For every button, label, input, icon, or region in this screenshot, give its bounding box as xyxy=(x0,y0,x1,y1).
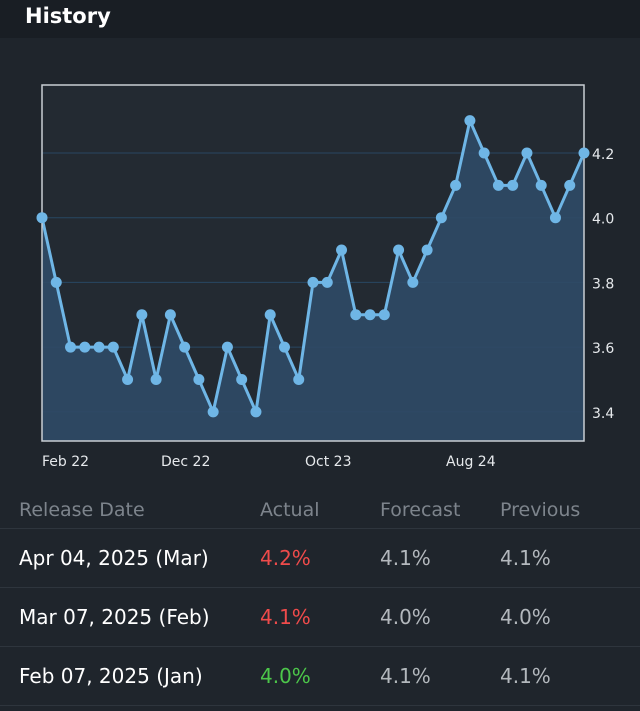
data-point xyxy=(549,212,561,224)
table-row[interactable]: Mar 07, 2025 (Feb) 4.1% 4.0% 4.0% xyxy=(0,588,640,647)
actual-cell: 4.0% xyxy=(260,664,311,688)
y-tick-label: 3.8 xyxy=(592,276,614,292)
forecast-cell: 4.0% xyxy=(380,605,431,629)
release-date-cell: Mar 07, 2025 (Feb) xyxy=(19,605,210,629)
x-tick-label: Feb 22 xyxy=(42,454,89,470)
section-title: History xyxy=(25,4,111,28)
data-point xyxy=(293,374,305,386)
header-release-date: Release Date xyxy=(19,499,145,521)
table-row[interactable]: Apr 04, 2025 (Mar) 4.2% 4.1% 4.1% xyxy=(0,529,640,588)
data-point xyxy=(50,276,62,288)
y-tick-label: 4.2 xyxy=(592,147,614,163)
data-point xyxy=(136,309,148,321)
data-point xyxy=(207,406,219,418)
data-point xyxy=(236,374,248,386)
data-point xyxy=(164,309,176,321)
x-tick-label: Oct 23 xyxy=(305,454,351,470)
y-tick-label: 3.6 xyxy=(592,341,614,357)
data-point xyxy=(507,179,519,191)
data-point xyxy=(193,374,205,386)
actual-cell: 4.2% xyxy=(260,546,311,570)
data-point xyxy=(564,179,576,191)
area-fill xyxy=(42,120,584,441)
data-point xyxy=(150,374,162,386)
forecast-cell: 4.1% xyxy=(380,664,431,688)
header-bar: History xyxy=(0,0,640,38)
data-point xyxy=(36,212,48,224)
data-point xyxy=(321,276,333,288)
data-point xyxy=(464,115,476,127)
header-previous: Previous xyxy=(500,499,581,521)
table-row[interactable]: Feb 07, 2025 (Jan) 4.0% 4.1% 4.1% xyxy=(0,647,640,706)
data-point xyxy=(478,147,490,159)
data-point xyxy=(492,179,504,191)
data-point xyxy=(65,341,77,353)
data-point xyxy=(307,276,319,288)
data-point xyxy=(79,341,91,353)
data-point xyxy=(421,244,433,256)
previous-cell: 4.0% xyxy=(500,605,551,629)
header-forecast: Forecast xyxy=(380,499,461,521)
data-point xyxy=(350,309,362,321)
data-point xyxy=(378,309,390,321)
data-point xyxy=(93,341,105,353)
x-tick-label: Aug 24 xyxy=(446,454,496,470)
history-table: Release Date Actual Forecast Previous Ap… xyxy=(0,492,640,706)
y-tick-label: 4.0 xyxy=(592,212,614,228)
release-date-cell: Apr 04, 2025 (Mar) xyxy=(19,546,209,570)
data-point xyxy=(221,341,233,353)
release-date-cell: Feb 07, 2025 (Jan) xyxy=(19,664,203,688)
data-point xyxy=(364,309,376,321)
data-point xyxy=(179,341,191,353)
forecast-cell: 4.1% xyxy=(380,546,431,570)
data-point xyxy=(250,406,262,418)
data-point xyxy=(107,341,119,353)
data-point xyxy=(336,244,348,256)
history-line-chart: 3.4 3.6 3.8 4.0 4.2 Feb 22 Dec 22 Oct 23 Aug 24 xyxy=(36,84,614,470)
data-point xyxy=(450,179,462,191)
data-point xyxy=(578,147,590,159)
plot-border xyxy=(41,84,585,442)
header-actual: Actual xyxy=(260,499,320,521)
previous-cell: 4.1% xyxy=(500,546,551,570)
data-point xyxy=(264,309,276,321)
actual-cell: 4.1% xyxy=(260,605,311,629)
data-point xyxy=(407,276,419,288)
data-point xyxy=(278,341,290,353)
table-header-row: Release Date Actual Forecast Previous xyxy=(0,492,640,529)
data-point xyxy=(393,244,405,256)
data-point xyxy=(435,212,447,224)
data-point xyxy=(521,147,533,159)
y-tick-label: 3.4 xyxy=(592,406,614,422)
x-tick-label: Dec 22 xyxy=(161,454,210,470)
data-point xyxy=(535,179,547,191)
data-point xyxy=(122,374,134,386)
previous-cell: 4.1% xyxy=(500,664,551,688)
